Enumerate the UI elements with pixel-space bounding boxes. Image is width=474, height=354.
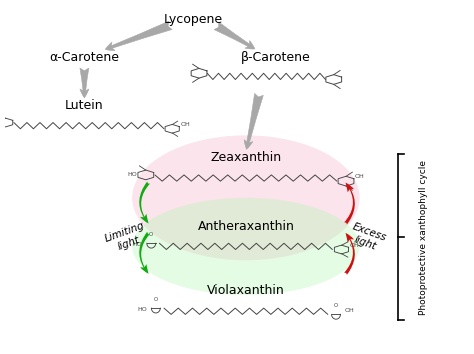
Text: HO: HO xyxy=(127,172,137,177)
FancyArrowPatch shape xyxy=(139,232,150,274)
Text: Zeaxanthin: Zeaxanthin xyxy=(210,151,282,164)
Text: HO: HO xyxy=(132,242,142,247)
Text: Excess
light: Excess light xyxy=(347,222,388,254)
FancyArrowPatch shape xyxy=(344,183,355,224)
Text: Lycopene: Lycopene xyxy=(164,13,223,25)
Text: Lutein: Lutein xyxy=(65,99,104,112)
Ellipse shape xyxy=(132,135,360,260)
Text: O: O xyxy=(154,297,158,302)
Text: OH: OH xyxy=(181,122,190,127)
Text: HO: HO xyxy=(137,307,147,312)
Text: Antheraxanthin: Antheraxanthin xyxy=(198,220,294,233)
Text: Photoprotective xanthophyll cycle: Photoprotective xanthophyll cycle xyxy=(419,160,428,315)
Text: OH: OH xyxy=(350,243,359,248)
FancyArrowPatch shape xyxy=(139,182,150,223)
Text: OH: OH xyxy=(345,308,355,313)
Text: O: O xyxy=(149,232,154,237)
FancyArrowPatch shape xyxy=(344,233,355,275)
Text: Limiting
light: Limiting light xyxy=(103,221,150,255)
Text: α-Carotene: α-Carotene xyxy=(49,51,119,64)
Text: β-Carotene: β-Carotene xyxy=(241,51,310,64)
Text: Violaxanthin: Violaxanthin xyxy=(207,284,285,297)
Ellipse shape xyxy=(132,198,360,295)
Text: OH: OH xyxy=(355,175,365,179)
Text: O: O xyxy=(334,303,338,308)
